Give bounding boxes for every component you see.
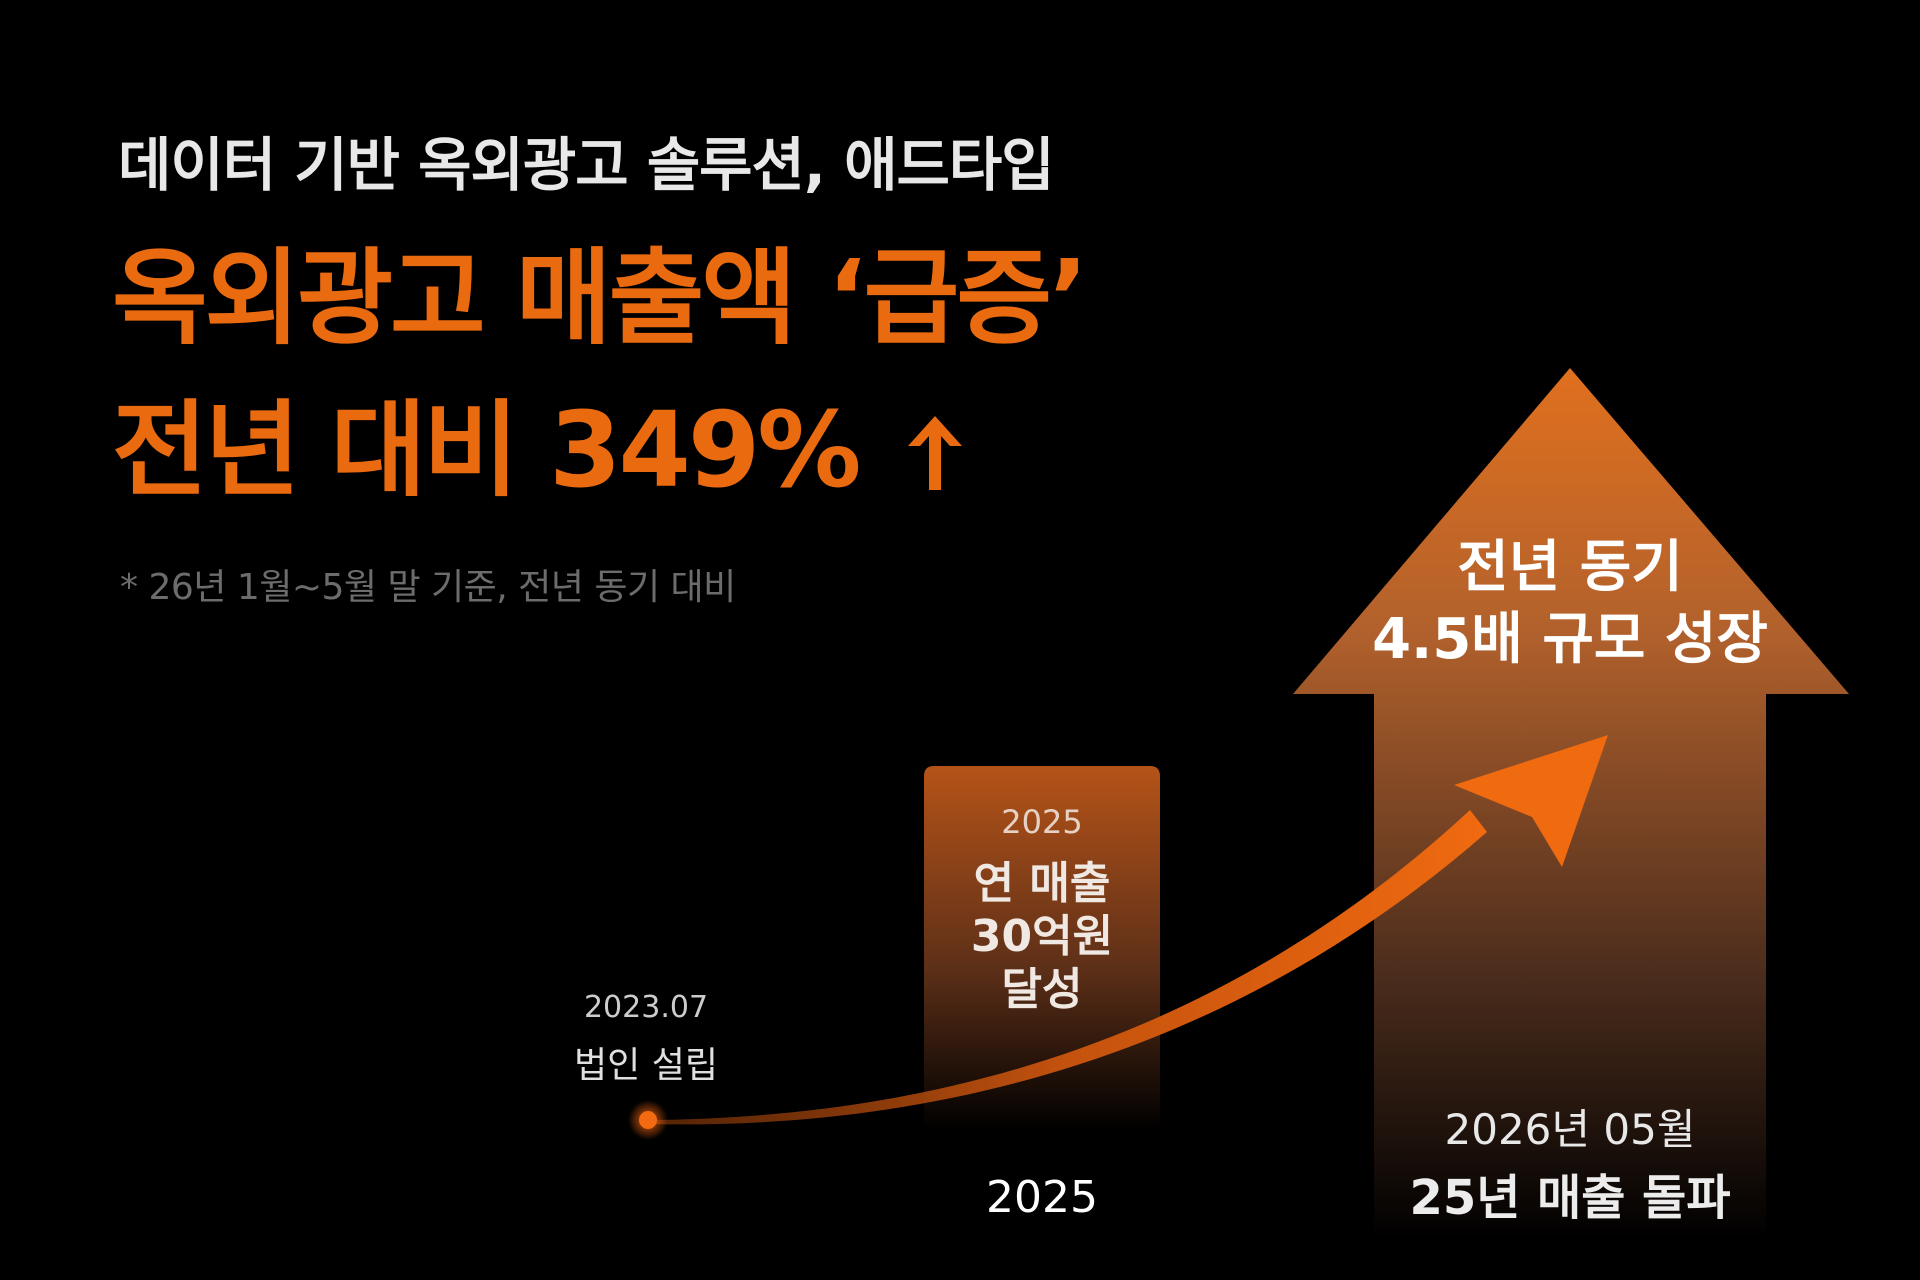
headline-line-2-text: 전년 대비 349% bbox=[112, 389, 861, 511]
start-dot-icon bbox=[628, 1100, 668, 1140]
up-arrow-icon bbox=[904, 406, 966, 510]
growth-callout-line-2: 4.5배 규모 성장 bbox=[1372, 606, 1768, 672]
footnote: * 26년 1월~5월 말 기준, 전년 동기 대비 bbox=[120, 567, 736, 608]
bar-label-line-2: 30억원 bbox=[970, 910, 1114, 962]
breakthrough-date: 2026년 05월 bbox=[1444, 1105, 1696, 1154]
establishment-date: 2023.07 bbox=[583, 990, 709, 1025]
bar-revenue-label: 연 매출 30억원 달성 bbox=[924, 858, 1160, 1016]
establishment-label: 법인 설립 bbox=[574, 1045, 718, 1086]
axis-year-label: 2025 bbox=[986, 1172, 1098, 1223]
bar-label-line-3: 달성 bbox=[1001, 963, 1083, 1015]
subtitle: 데이터 기반 옥외광고 솔루션, 애드타입 bbox=[118, 131, 1055, 199]
headline-line-1-text: 옥외광고 매출액 ‘급증’ bbox=[112, 237, 1089, 359]
growth-callout-line-1: 전년 동기 bbox=[1457, 535, 1683, 600]
headline-line-2: 전년 대비 349% bbox=[112, 398, 966, 510]
bar-label-line-1: 연 매출 bbox=[973, 858, 1111, 909]
breakthrough-label: 25년 매출 돌파 bbox=[1409, 1170, 1731, 1226]
bar-year-label: 2025 bbox=[1001, 803, 1083, 841]
growth-callout: 전년 동기 4.5배 규모 성장 bbox=[1296, 532, 1844, 675]
bar-2025 bbox=[924, 766, 1160, 1130]
growth-curve-arrow-icon bbox=[648, 735, 1608, 1125]
headline-line-1: 옥외광고 매출액 ‘급증’ bbox=[112, 246, 1089, 350]
